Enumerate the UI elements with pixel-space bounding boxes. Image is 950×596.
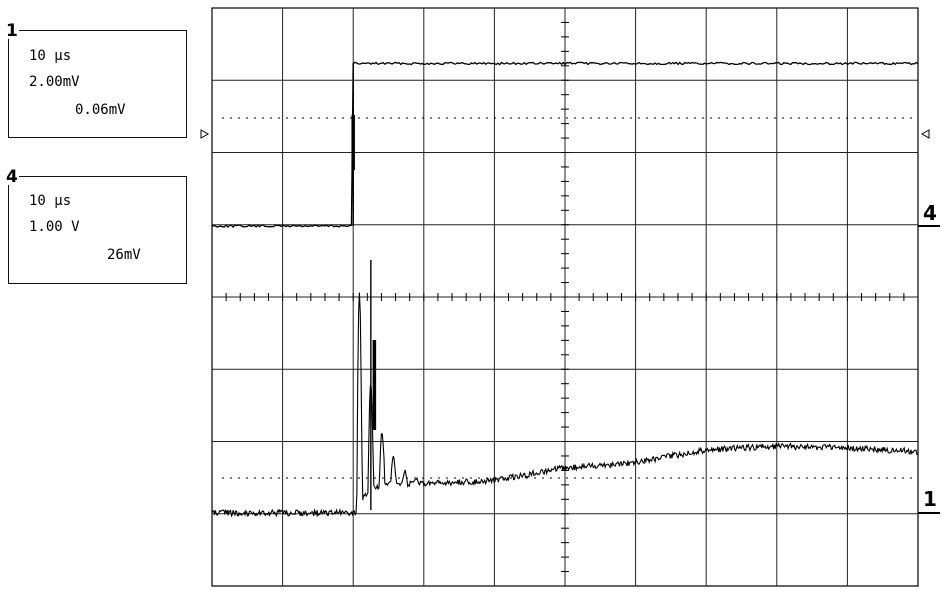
channel-4-marker-label: 4	[923, 201, 937, 225]
channel-1-offset: 0.06mV	[75, 102, 126, 118]
channel-4-number: 4	[5, 167, 19, 187]
channel-4-offset: 26mV	[107, 247, 141, 263]
channel-4-timebase: 10 µs	[29, 193, 72, 209]
channel-1-timebase: 10 µs	[29, 48, 72, 64]
channel-1-settings: 1 10 µs 2.00mV 0.06mV	[5, 23, 187, 138]
channel-1-number: 1	[5, 21, 19, 41]
channel-4-settings: 4 10 µs 1.00 V 26mV	[5, 169, 187, 284]
channel-1-waveform	[211, 292, 918, 518]
waveform-traces	[211, 61, 919, 518]
trigger-arrow-left-icon	[200, 129, 210, 139]
trigger-arrow-right-icon	[920, 129, 930, 139]
channel-1-marker-label: 1	[923, 487, 937, 511]
trigger-level-markers: 4 1	[200, 129, 940, 514]
channel-1-volts-per-div: 2.00mV	[29, 74, 80, 90]
channel-4-volts-per-div: 1.00 V	[29, 219, 80, 235]
graticule-center-ticks	[211, 7, 919, 587]
reference-dotted-lines	[222, 117, 918, 479]
channel-4-waveform	[211, 61, 919, 229]
